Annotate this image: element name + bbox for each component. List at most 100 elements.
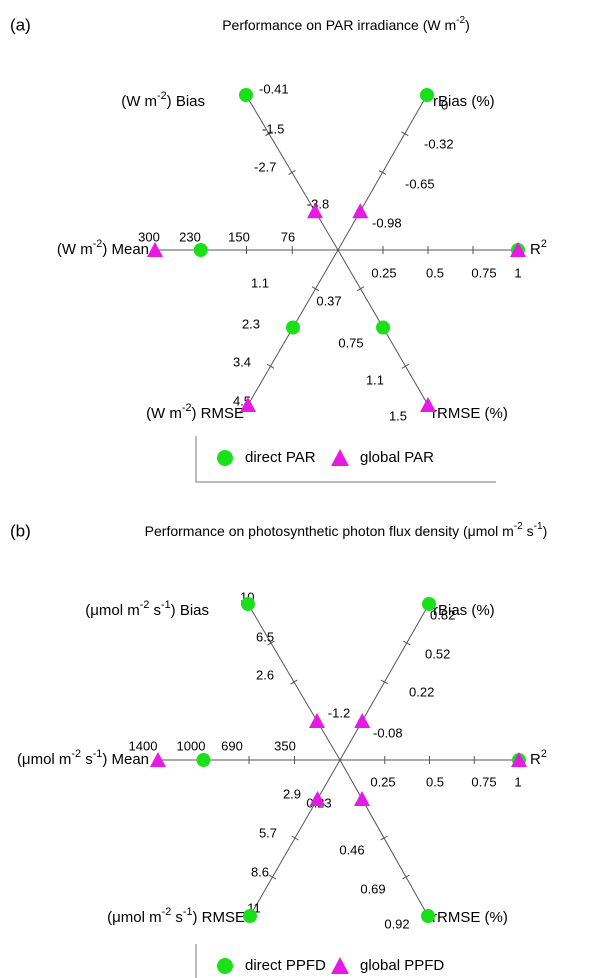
axis-tick-rrmse — [380, 835, 388, 841]
marker-direct-PAR-bias — [239, 88, 253, 102]
legend-marker-circle — [217, 450, 233, 466]
axis-label-rrmse: rRMSE (%) — [432, 405, 508, 422]
tick-label-rrmse: 0.69 — [360, 881, 385, 896]
marker-direct-PAR-rmse — [286, 320, 300, 335]
axis-tick-rbias — [378, 170, 387, 175]
marker-global-PAR-bias — [307, 203, 323, 219]
tick-label-mean: 230 — [179, 229, 201, 244]
legend-label: global PAR — [360, 449, 434, 466]
axis-label-rbias: rBias (%) — [433, 93, 495, 110]
radar-chart-b: (b) Performance on photosynthetic photon … — [10, 521, 547, 978]
tick-label-rmse: 2.3 — [242, 316, 260, 331]
tick-label-r2: 0.25 — [370, 774, 395, 789]
legend-marker-triangle — [331, 957, 349, 974]
tick-label-r2: 0.5 — [426, 774, 444, 789]
axis-label-rmse: (W m-2) RMSE — [146, 402, 244, 422]
marker-direct-PPFD-rbias — [422, 597, 436, 611]
legend-label: direct PPFD — [245, 957, 326, 974]
marker-direct-PPFD-mean — [196, 753, 211, 767]
axis-tick-rmse — [291, 835, 299, 841]
axis-tick-rrmse — [356, 286, 365, 292]
tick-label-rbias: 0 — [441, 97, 448, 112]
radar-chart-a: (a) Performance on PAR irradiance (W m-2)… — [10, 15, 547, 483]
tick-label-mean: 300 — [138, 229, 160, 244]
tick-label-rrmse: 0.37 — [316, 293, 341, 308]
marker-global-PPFD-rmse — [309, 791, 326, 806]
marker-global-PAR-rbias — [352, 203, 369, 219]
marker-global-PPFD-rbias — [354, 713, 371, 728]
tick-label-rbias: 0.52 — [425, 646, 450, 661]
legend-label: global PPFD — [360, 957, 444, 974]
axis-label-mean: (μmol m-2 s-1) Mean — [17, 748, 149, 768]
axis-label-rmse: (μmol m-2 s-1) RMSE — [107, 906, 245, 926]
axis-tick-bias — [265, 131, 273, 137]
tick-label-r2: 0.5 — [426, 265, 444, 280]
marker-global-PAR-r2 — [510, 242, 526, 257]
axis-tick-rbias — [401, 131, 409, 137]
chart-title: Performance on photosynthetic photon flu… — [145, 521, 548, 539]
axis-tick-rmse — [268, 874, 277, 880]
tick-label-rrmse: 1.5 — [389, 408, 407, 423]
tick-label-rbias: -0.32 — [424, 136, 454, 151]
tick-label-mean: 1000 — [177, 738, 206, 753]
tick-label-r2: 1 — [514, 774, 521, 789]
chart-title: Performance on PAR irradiance (W m-2) — [222, 15, 470, 33]
marker-direct-PPFD-rrmse — [421, 909, 435, 923]
axis-tick-bias — [288, 170, 296, 175]
axis-label-r2: R2 — [530, 238, 547, 258]
marker-global-PAR-rmse — [240, 397, 256, 412]
axis-label-rrmse: rRMSE (%) — [432, 909, 508, 926]
tick-label-rrmse: 1.1 — [366, 372, 384, 387]
tick-label-bias: -2.7 — [254, 159, 276, 174]
tick-label-r2: 0.75 — [471, 265, 496, 280]
axis-tick-rmse — [266, 363, 275, 369]
legend-marker-circle — [217, 958, 233, 974]
tick-label-rrmse: 0.92 — [384, 916, 409, 931]
marker-direct-PAR-mean — [193, 243, 208, 257]
marker-direct-PAR-rrmse — [376, 320, 390, 335]
tick-label-bias: -1.2 — [328, 705, 350, 720]
marker-global-PAR-rrmse — [420, 397, 436, 412]
tick-label-rrmse: 0.75 — [338, 335, 363, 350]
legend-label: direct PAR — [245, 449, 316, 466]
tick-label-r2: 0.75 — [471, 774, 496, 789]
tick-label-mean: 350 — [274, 738, 296, 753]
panel-label: (a) — [10, 15, 31, 34]
tick-label-rbias: -0.65 — [405, 176, 435, 191]
tick-label-mean: 150 — [228, 229, 250, 244]
tick-label-bias: 2.6 — [256, 667, 274, 682]
axis-tick-bias — [267, 640, 275, 646]
marker-global-PPFD-rrmse — [354, 791, 370, 806]
tick-label-mean: 76 — [281, 229, 295, 244]
tick-label-rmse: 3.4 — [233, 354, 251, 369]
tick-label-rbias: 0.22 — [409, 684, 434, 699]
axis-label-mean: (W m-2) Mean — [57, 238, 149, 258]
legend-marker-triangle — [331, 449, 349, 466]
tick-label-rbias: 0.82 — [430, 607, 455, 622]
tick-label-r2: 0.25 — [371, 265, 396, 280]
panel-label: (b) — [10, 521, 31, 540]
marker-direct-PAR-rbias — [420, 88, 434, 102]
tick-label-rmse: 1.1 — [251, 275, 269, 290]
marker-direct-PPFD-rmse — [243, 909, 257, 923]
axis-tick-rbias — [403, 640, 411, 646]
tick-label-rbias: -0.08 — [373, 725, 403, 740]
marker-global-PPFD-mean — [150, 752, 166, 767]
axis-tick-bias — [290, 679, 298, 685]
axis-tick-rmse — [311, 286, 320, 292]
tick-label-mean: 690 — [221, 738, 243, 753]
axis-label-bias: (μmol m-2 s-1) Bias — [85, 599, 209, 619]
tick-label-bias: -1.5 — [262, 121, 284, 136]
tick-label-rbias: -0.98 — [372, 215, 402, 230]
tick-label-r2: 1 — [514, 265, 521, 280]
axis-tick-rbias — [380, 679, 389, 685]
axis-tick-rrmse — [402, 874, 410, 880]
tick-label-rmse: 2.9 — [283, 786, 301, 801]
tick-label-bias: 6.5 — [256, 629, 274, 644]
tick-label-bias: -3.8 — [307, 196, 329, 211]
marker-global-PPFD-r2 — [511, 752, 527, 767]
tick-label-rrmse: 0.46 — [339, 842, 364, 857]
tick-label-rmse: 5.7 — [259, 825, 277, 840]
marker-global-PPFD-bias — [309, 713, 325, 728]
